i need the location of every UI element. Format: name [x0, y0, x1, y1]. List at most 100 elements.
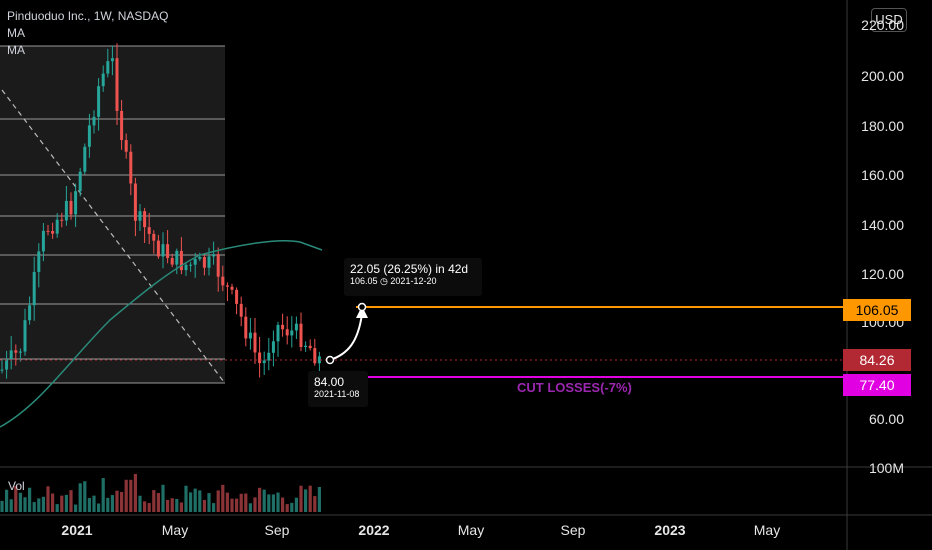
candlestick-series	[0, 43, 321, 379]
time-tick: May	[457, 522, 485, 538]
volume-bar	[221, 484, 225, 512]
volume-bar	[281, 497, 285, 512]
volume-bar	[0, 500, 4, 512]
candle-body	[152, 233, 156, 241]
candle-body	[83, 146, 87, 172]
candle-body	[304, 345, 308, 348]
symbol-title[interactable]: Pinduoduo Inc., 1W, NASDAQ	[7, 9, 169, 23]
volume-bar	[5, 489, 9, 512]
candle-body	[18, 351, 22, 353]
candle-body	[92, 116, 96, 126]
time-tick: May	[161, 522, 189, 538]
candle-body	[55, 219, 59, 234]
projection-callout[interactable]: 22.05 (26.25%) in 42d 106.05 ◷ 2021-12-2…	[344, 258, 482, 296]
chart-overlays	[0, 240, 843, 428]
candle-body	[74, 191, 78, 215]
candle-body	[46, 230, 50, 232]
projection-start-point	[325, 355, 335, 365]
volume-bar	[120, 491, 124, 512]
candle-body	[221, 276, 225, 286]
volume-bar	[262, 489, 266, 512]
volume-bar	[18, 492, 22, 512]
candle-body	[239, 303, 243, 317]
candle-body	[51, 231, 55, 234]
volume-bar	[147, 503, 151, 512]
volume-bar	[133, 473, 137, 512]
volume-bar	[170, 498, 174, 512]
price-tick: 180.00	[861, 118, 904, 134]
candle-body	[28, 305, 32, 321]
candle-body	[290, 330, 294, 336]
candle-body	[294, 323, 298, 331]
candle-body	[166, 244, 170, 259]
candle-body	[138, 211, 142, 221]
price-tick: 120.00	[861, 266, 904, 282]
time-tick: May	[753, 522, 781, 538]
candle-body	[64, 200, 68, 221]
candle-body	[317, 356, 321, 364]
candle-body	[161, 244, 165, 257]
start-price: 84.00	[314, 375, 345, 389]
candle-body	[248, 332, 252, 339]
candle-body	[285, 329, 289, 336]
volume-bar	[235, 498, 239, 512]
candle-body	[235, 289, 239, 304]
volume-bar	[207, 493, 211, 512]
candle-body	[262, 360, 266, 364]
volume-bar	[294, 497, 298, 512]
ma-indicator-2[interactable]: MA	[7, 43, 25, 57]
candle-body	[106, 61, 110, 74]
candle-body	[0, 369, 4, 371]
volume-bar	[129, 479, 133, 512]
volume-bar	[253, 497, 257, 512]
volume-bar	[92, 495, 96, 512]
volume-bar	[64, 494, 68, 512]
volume-bar	[46, 486, 50, 512]
volume-bar	[225, 492, 229, 512]
candle-body	[198, 257, 202, 260]
candle-body	[244, 316, 248, 339]
volume-bar	[230, 498, 234, 512]
volume-bar	[152, 490, 156, 512]
projection-arrow	[329, 313, 363, 361]
candle-body	[9, 350, 13, 360]
fib-zone-fill	[0, 46, 225, 383]
candle-body	[313, 348, 317, 364]
volume-tick: 100M	[868, 460, 904, 476]
volume-bar	[74, 504, 78, 512]
ma-indicator-1[interactable]: MA	[7, 26, 25, 40]
candle-body	[78, 171, 82, 192]
candle-body	[133, 183, 137, 221]
volume-bar	[156, 493, 160, 512]
candle-body	[253, 332, 257, 353]
symbol-legend[interactable]: Pinduoduo Inc., 1W, NASDAQ MA MA	[7, 8, 168, 59]
volume-bar	[184, 485, 188, 512]
currency-button[interactable]: USD	[871, 8, 907, 32]
candle-body	[258, 352, 262, 364]
candle-body	[129, 151, 133, 184]
candle-body	[120, 110, 124, 141]
volume-bar	[239, 493, 243, 512]
candle-body	[32, 271, 36, 306]
projection-target-price: 106.05	[350, 276, 378, 286]
volume-bar	[143, 501, 147, 512]
volume-bar	[32, 502, 36, 512]
volume-bar	[244, 493, 248, 512]
candle-body	[5, 359, 9, 370]
volume-bar	[87, 498, 91, 512]
start-date: 2021-11-08	[314, 389, 360, 399]
candle-body	[87, 125, 91, 147]
clock-icon: ◷	[380, 276, 388, 286]
candle-body	[60, 219, 64, 221]
price-tick: 60.00	[868, 411, 904, 427]
volume-bar	[193, 488, 197, 512]
volume-bar	[55, 504, 59, 512]
volume-bar	[161, 484, 165, 512]
start-point-callout[interactable]: 84.00 2021-11-08	[308, 371, 368, 407]
candle-body	[308, 345, 312, 349]
candle-body	[179, 250, 183, 271]
projection-end-point	[357, 302, 367, 312]
volume-bar	[41, 496, 45, 512]
